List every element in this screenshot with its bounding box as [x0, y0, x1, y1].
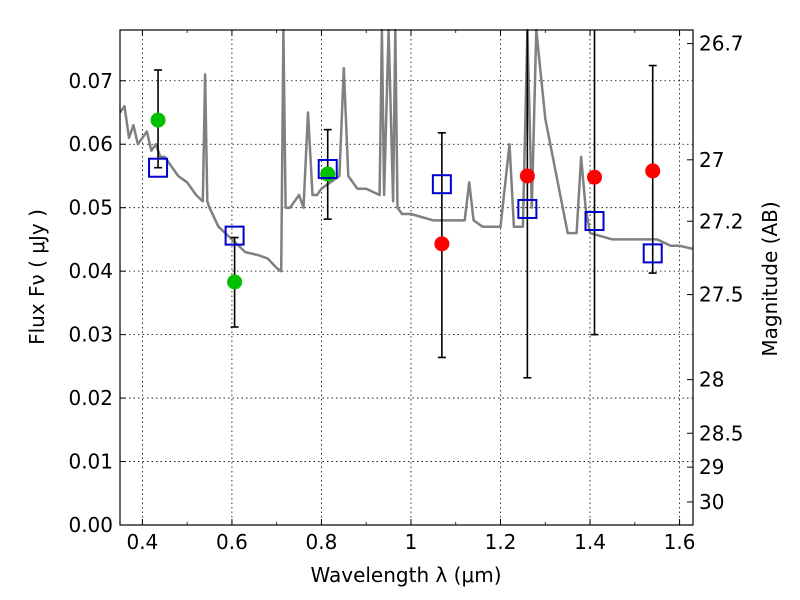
x-tick-label: 0.8	[306, 530, 338, 554]
data-point-circle	[320, 166, 336, 182]
x-tick-label: 0.4	[126, 530, 158, 554]
y2-tick-label: 27.2	[699, 209, 744, 233]
y2-tick-label: 28	[699, 368, 724, 392]
plot-frame	[119, 29, 694, 526]
data-point-circle	[434, 236, 450, 252]
spectrum-line	[118, 28, 694, 273]
model-point-square	[317, 158, 338, 179]
y-tick-label: 0.02	[68, 386, 113, 410]
data-point-circle	[227, 274, 243, 290]
y-tick-label: 0.01	[68, 450, 113, 474]
x-tick-label: 0.6	[216, 530, 248, 554]
y-tick-label: 0.03	[68, 323, 113, 347]
y-tick-label: 0.04	[68, 259, 113, 283]
model-point-square	[224, 225, 245, 246]
x-tick-label: 1.2	[485, 530, 517, 554]
y2-tick-label: 27	[699, 148, 724, 172]
y-axis-title: Flux Fν ( μJy )	[25, 209, 49, 345]
x-tick-label: 1.4	[574, 530, 606, 554]
model-point-square	[517, 198, 538, 219]
ticks-layer: 0.4 0.6 0.8 1 1.2 1.4 1.6 0.00 0.01 0.02 0.03 0.04 0…	[68, 30, 744, 554]
model-point-square	[642, 243, 663, 264]
spectrum-layer	[118, 28, 694, 273]
data-point-circle	[150, 112, 166, 128]
data-point-circle	[519, 168, 535, 184]
errorbar-layer	[154, 30, 657, 379]
y2-tick-label: 30	[699, 490, 724, 514]
x-axis-title: Wavelength λ (μm)	[310, 563, 501, 587]
y2-tick-label: 27.5	[699, 283, 744, 307]
y-tick-label: 0.00	[68, 513, 113, 537]
x-tick-label: 1	[405, 530, 418, 554]
x-tick-label: 1.6	[664, 530, 696, 554]
y-tick-label: 0.07	[68, 69, 113, 93]
y-tick-label: 0.05	[68, 196, 113, 220]
data-point-circle	[645, 163, 661, 179]
y2-tick-label: 29	[699, 455, 724, 479]
points-layer	[148, 112, 663, 290]
model-point-square	[431, 174, 452, 195]
model-point-square	[584, 211, 605, 232]
y-tick-label: 0.06	[68, 132, 113, 156]
y2-tick-label: 28.5	[699, 421, 744, 445]
data-point-circle	[587, 169, 603, 185]
y2-tick-label: 26.7	[699, 32, 744, 56]
model-point-square	[148, 157, 169, 178]
y2-axis-title: Magnitude (AB)	[758, 201, 782, 356]
